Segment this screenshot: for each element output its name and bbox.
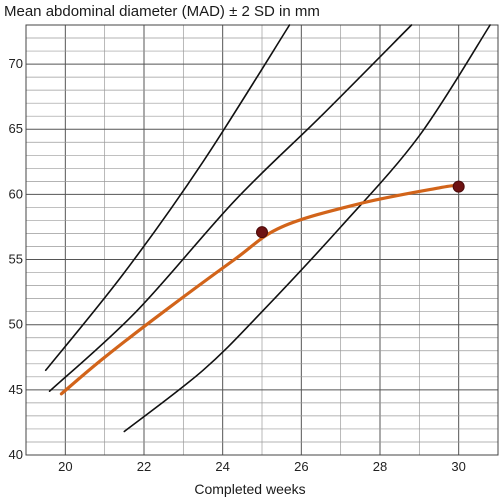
y-tick-label: 45 <box>9 382 23 397</box>
chart-title: Mean abdominal diameter (MAD) ± 2 SD in … <box>4 3 320 20</box>
y-tick-label: 50 <box>9 317 23 332</box>
x-tick-label: 22 <box>137 459 151 474</box>
series-line-measured <box>59 183 461 396</box>
y-tick-label: 60 <box>9 186 23 201</box>
series-line-reference <box>48 24 413 392</box>
x-axis-label: Completed weeks <box>194 481 306 497</box>
y-tick-label: 55 <box>9 252 23 267</box>
series-line-reference <box>44 24 291 372</box>
data-point <box>256 226 268 239</box>
y-tick-label: 65 <box>9 121 23 136</box>
x-tick-label: 24 <box>215 459 229 474</box>
y-tick-label: 40 <box>9 447 23 462</box>
series-lines <box>44 24 491 433</box>
y-tick-label: 70 <box>9 56 23 71</box>
data-points <box>256 180 465 239</box>
data-point <box>452 180 465 193</box>
x-tick-label: 28 <box>373 459 387 474</box>
x-tick-label: 26 <box>294 459 308 474</box>
series-line-reference <box>123 24 491 433</box>
plot-frame <box>25 24 499 456</box>
x-tick-label: 20 <box>58 459 72 474</box>
grid-lines <box>25 24 499 456</box>
tick-labels: 40 45 50 55 60 65 70 20 22 24 26 28 30 <box>9 56 466 474</box>
x-tick-label: 30 <box>451 459 465 474</box>
